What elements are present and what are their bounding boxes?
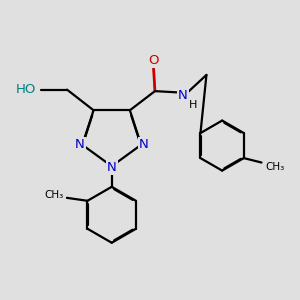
Text: CH₃: CH₃	[44, 190, 63, 200]
Text: H: H	[188, 100, 197, 110]
Text: CH₃: CH₃	[265, 162, 284, 172]
Text: N: N	[75, 138, 85, 151]
Text: O: O	[148, 54, 159, 67]
Text: N: N	[178, 89, 188, 102]
Text: N: N	[139, 138, 148, 151]
Text: N: N	[107, 161, 117, 174]
Text: HO: HO	[16, 83, 36, 96]
